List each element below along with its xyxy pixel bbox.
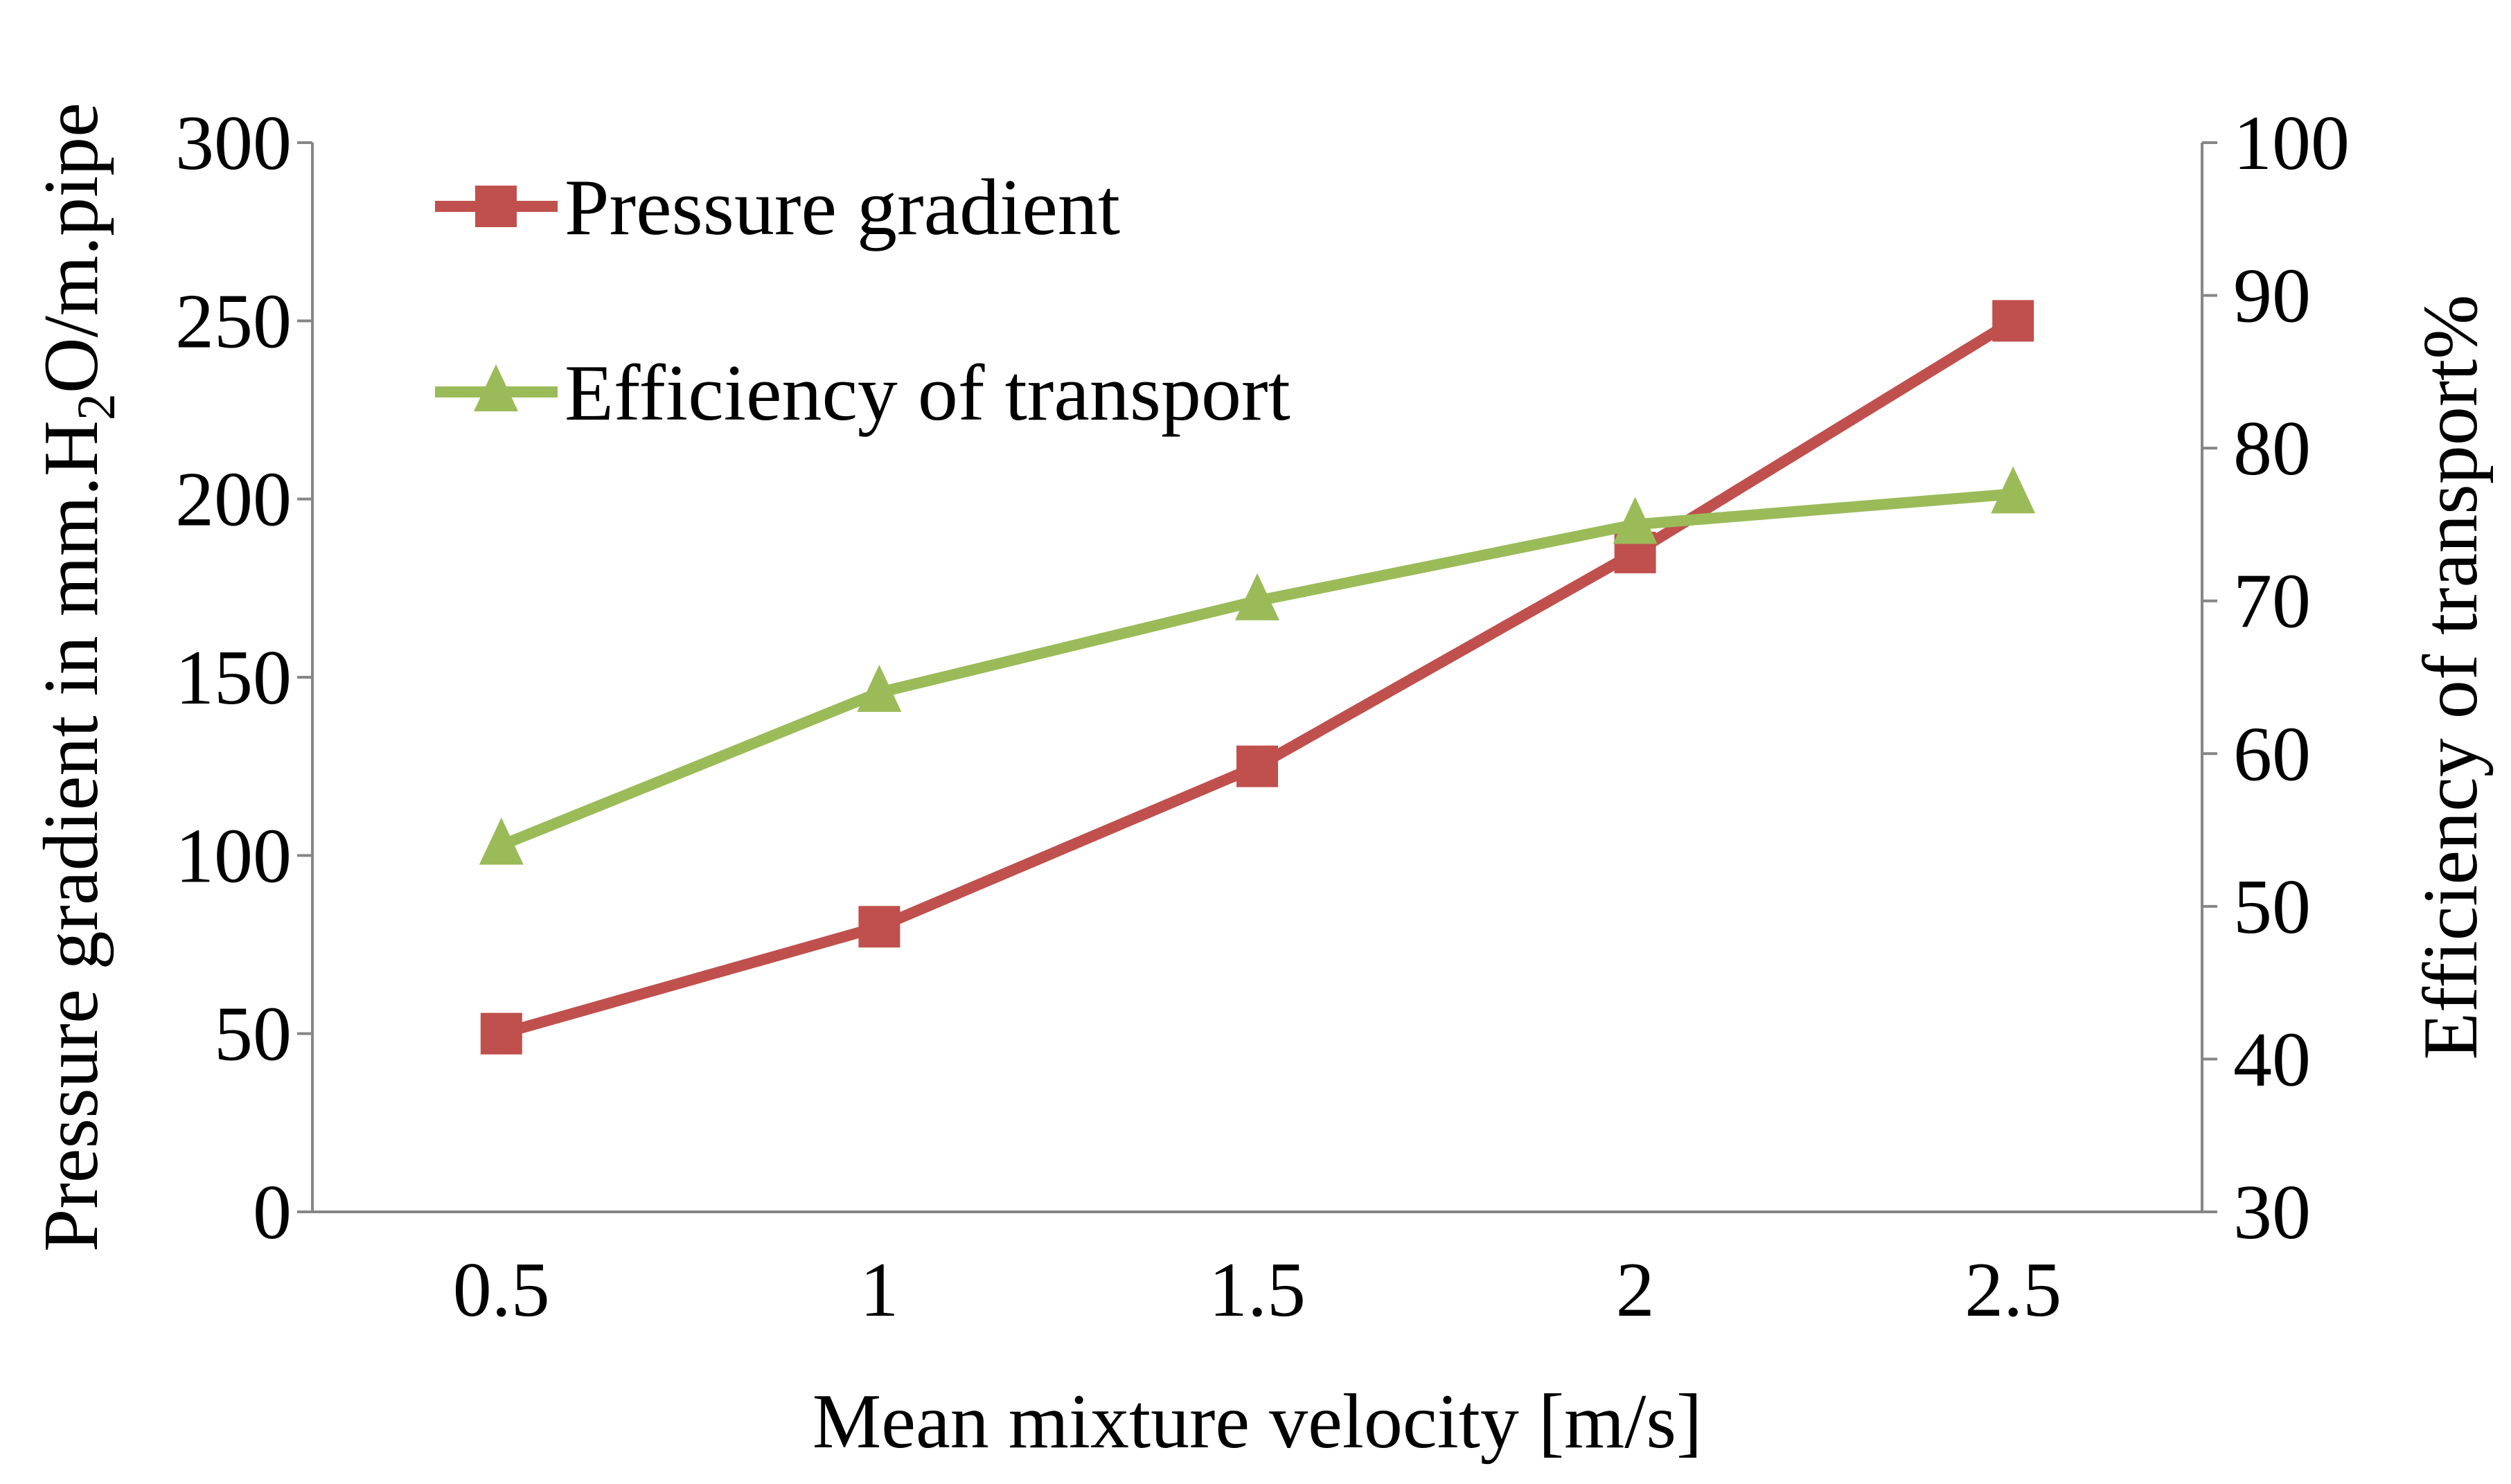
y-tick-label: 50: [214, 992, 292, 1078]
y2-tick-label: 70: [2233, 559, 2311, 645]
legend: Pressure gradient Efficiency of transport: [435, 163, 1290, 438]
data-point-square: [858, 906, 900, 948]
y-tick-label: 300: [175, 100, 292, 186]
x-tick-label: 1.5: [1209, 1247, 1306, 1333]
y-tick-label: 250: [175, 278, 292, 364]
y2-tick-label: 60: [2233, 711, 2311, 797]
data-point-triangle: [857, 665, 902, 713]
series-layer: [479, 300, 2036, 1055]
x-tick-label: 2.5: [1964, 1247, 2061, 1333]
y-tick-label: 100: [175, 813, 292, 899]
legend-label: Pressure gradient: [565, 163, 1120, 252]
y2-tick-label: 50: [2233, 864, 2311, 950]
y2-tick-label: 80: [2233, 406, 2311, 492]
x-tick-label: 2: [1616, 1247, 1655, 1333]
y2-axis-title: Efficiency of transport%: [2408, 294, 2494, 1060]
y-tick-label: 200: [175, 457, 292, 543]
data-point-triangle: [1991, 466, 2036, 514]
y2-tick-label: 100: [2233, 100, 2350, 186]
data-point-triangle: [1235, 573, 1279, 620]
axes: 0 50 100 150 200 250 300 30 40 50 60 70 80 90 100 0.5 1 1…: [175, 100, 2350, 1333]
y-axis-title: Pressure gradient in mm.H2O/m.pipe: [28, 102, 126, 1252]
data-point-triangle: [479, 817, 524, 865]
data-point-square: [1992, 300, 2034, 342]
y2-tick-label: 30: [2233, 1170, 2311, 1255]
data-point-square: [480, 1012, 522, 1055]
y-tick-label: 150: [175, 635, 292, 721]
x-axis-title: Mean mixture velocity [m/s]: [813, 1379, 1703, 1465]
legend-marker-square: [475, 186, 517, 227]
y-tick-label: 0: [253, 1170, 292, 1255]
legend-label: Efficiency of transport: [565, 349, 1290, 438]
data-point-triangle: [1613, 497, 1658, 544]
x-tick-label: 1: [860, 1247, 898, 1333]
y2-tick-label: 40: [2233, 1017, 2311, 1102]
legend-marker-triangle: [474, 364, 518, 411]
x-tick-label: 0.5: [453, 1247, 550, 1333]
data-point-square: [1236, 745, 1278, 787]
y2-tick-label: 90: [2233, 253, 2311, 339]
series-line-triangle: [499, 488, 2014, 851]
